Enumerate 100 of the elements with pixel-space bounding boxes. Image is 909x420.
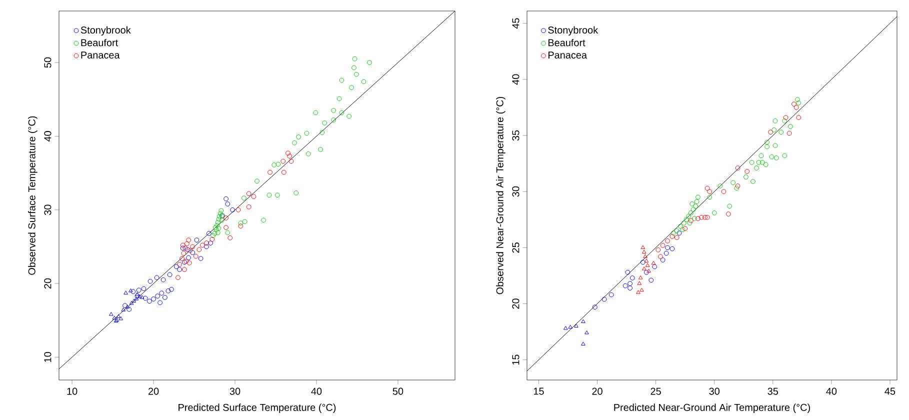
point [124,290,128,294]
point [730,180,736,186]
point [281,170,286,175]
point [224,216,228,220]
point [339,78,344,83]
point [186,260,192,266]
x-tick-label: 30 [709,388,720,395]
point [640,260,646,265]
y-tick-label: 15 [512,354,520,365]
legend-label: Stonybrook [80,26,131,36]
point [692,216,697,221]
point [772,127,777,132]
point [184,241,190,246]
point [794,105,799,110]
legend-label: Panacea [548,52,587,59]
x-tick-label: 15 [534,388,544,395]
point [688,210,694,216]
legend-label: Beaufort [548,38,586,46]
point [640,245,646,249]
y-tick-label: 10 [44,352,52,362]
point [688,218,694,224]
point [696,216,700,221]
x-tick-label: 20 [592,388,602,395]
point [670,234,675,239]
point [336,96,342,102]
point [190,244,196,250]
y-tick-label: 40 [512,74,520,85]
point [769,154,774,160]
point [645,263,650,267]
point [242,196,246,201]
point [690,207,696,212]
point [112,316,117,320]
point [167,272,172,278]
point [346,114,352,119]
point [274,192,280,198]
y-tick-label: 45 [512,18,520,29]
point [630,275,635,280]
point [637,281,642,285]
point [640,288,644,292]
point [796,100,802,106]
point [238,220,244,226]
point [246,191,252,196]
point [228,235,233,240]
point [214,227,219,232]
point [644,270,649,275]
point [681,220,686,226]
point [218,211,223,216]
point [246,204,252,210]
point [744,174,748,180]
point [783,115,788,120]
point [684,217,689,222]
point [272,162,277,168]
point [354,72,359,77]
point [750,179,756,184]
y-tick-label: 25 [512,242,520,253]
x-tick-label: 20 [148,388,159,395]
point [276,162,281,167]
point [758,153,764,158]
point [744,168,750,174]
point [726,212,731,216]
point [792,102,796,107]
x-tick-label: 10 [67,388,78,395]
point [213,225,218,230]
point [212,230,218,236]
point [602,296,607,302]
point [286,150,290,156]
point [764,144,770,150]
point [180,256,184,261]
point [625,270,630,275]
point [220,218,224,223]
point [704,214,710,220]
x-tick-label: 40 [826,388,837,395]
point [216,226,222,231]
point [210,233,216,238]
point [122,303,128,308]
point [141,286,146,292]
point [177,267,182,272]
point [721,189,726,194]
point [660,242,666,248]
point [169,286,174,292]
point [644,258,649,262]
point [628,281,632,286]
point [674,228,680,234]
point [208,240,213,246]
x-tick-label: 40 [311,388,322,395]
point [121,308,126,312]
point [216,216,222,222]
point [636,290,640,294]
y-axis-title: Observed Surface Temperature (°C) [28,116,38,275]
point [674,235,680,240]
point [218,208,224,214]
point [294,190,299,196]
point [138,294,142,298]
y-tick-label: 20 [512,298,520,309]
point [727,204,732,209]
point [756,160,762,165]
point [682,226,688,232]
point [718,184,723,188]
point [292,140,297,146]
point [768,130,773,135]
